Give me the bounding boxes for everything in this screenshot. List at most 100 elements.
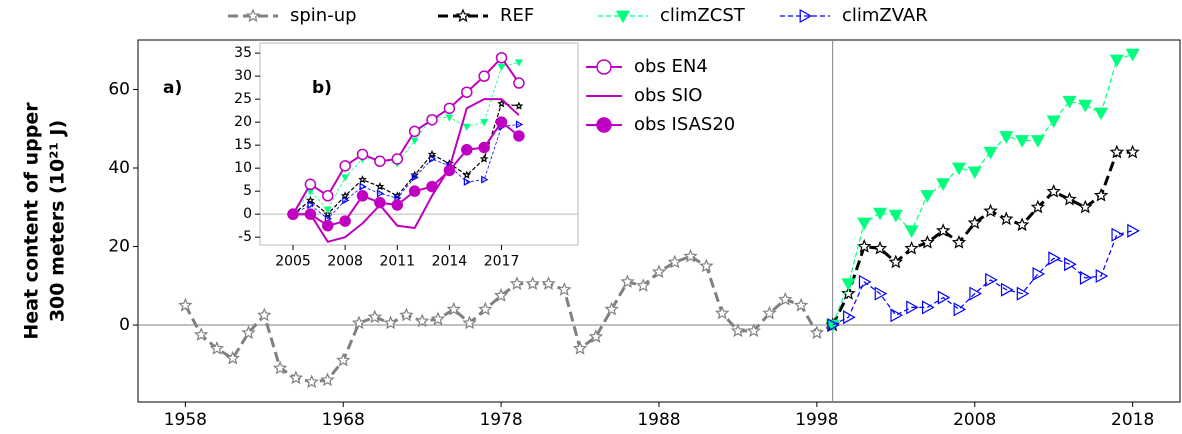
- marker: [936, 223, 951, 237]
- marker: [356, 190, 369, 202]
- marker: [888, 209, 903, 223]
- marker: [841, 278, 856, 292]
- marker: [906, 300, 919, 315]
- marker: [411, 173, 419, 182]
- marker: [340, 191, 350, 200]
- marker: [462, 123, 471, 131]
- marker: [320, 372, 335, 387]
- marker: [983, 203, 998, 218]
- panel-label: b): [312, 78, 332, 98]
- marker: [857, 238, 872, 253]
- marker: [1062, 95, 1077, 109]
- marker: [1111, 227, 1125, 242]
- marker: [374, 155, 386, 168]
- marker: [513, 77, 525, 89]
- marker: [1125, 144, 1140, 159]
- y-tick-label: 5: [243, 183, 252, 199]
- marker: [557, 282, 572, 296]
- marker: [257, 307, 272, 322]
- marker: [1078, 199, 1093, 214]
- marker: [937, 290, 951, 305]
- marker: [480, 119, 489, 127]
- marker: [1109, 54, 1124, 68]
- marker: [843, 310, 856, 325]
- legend-marker: [596, 59, 612, 75]
- legend-marker: [596, 117, 612, 133]
- marker: [699, 258, 714, 273]
- marker: [921, 300, 935, 315]
- marker: [985, 272, 998, 287]
- x-tick-label: 2017: [484, 253, 520, 269]
- marker: [391, 153, 404, 165]
- marker: [1078, 99, 1093, 113]
- marker: [872, 240, 888, 255]
- marker: [1030, 199, 1046, 214]
- marker: [399, 307, 414, 322]
- marker: [841, 285, 856, 300]
- y-tick-label: 30: [234, 68, 252, 84]
- marker: [322, 190, 334, 202]
- marker: [951, 235, 967, 249]
- marker: [304, 178, 317, 191]
- y-tick-label: 20: [234, 114, 252, 130]
- marker: [461, 144, 473, 156]
- marker: [351, 315, 367, 330]
- legend-marker: [245, 8, 261, 23]
- marker: [495, 116, 508, 128]
- series-line: [293, 98, 520, 243]
- y-tick-label: 15: [234, 137, 252, 153]
- x-tick-label: 1968: [322, 410, 365, 430]
- marker: [359, 182, 367, 191]
- marker: [1095, 268, 1109, 283]
- marker: [714, 305, 730, 320]
- marker: [953, 302, 967, 317]
- marker: [572, 341, 588, 355]
- marker: [920, 190, 935, 203]
- marker: [509, 276, 525, 290]
- marker: [430, 311, 446, 326]
- marker: [762, 305, 777, 320]
- marker: [967, 215, 983, 230]
- marker: [462, 170, 472, 179]
- marker: [890, 308, 904, 323]
- marker: [339, 160, 351, 172]
- legend-label: climZVAR: [842, 5, 928, 26]
- marker: [809, 325, 825, 340]
- legend-marker: [615, 10, 631, 24]
- legend-label: obs SIO: [634, 85, 702, 106]
- x-tick-label: 2011: [379, 253, 415, 269]
- marker: [999, 131, 1014, 144]
- marker: [514, 59, 523, 67]
- marker: [478, 301, 493, 316]
- y-tick-label: 25: [234, 91, 252, 107]
- y-tick-label: 0: [243, 206, 252, 222]
- marker: [1062, 191, 1077, 206]
- marker: [322, 219, 334, 232]
- marker: [341, 174, 350, 182]
- marker: [376, 189, 385, 198]
- marker: [1109, 144, 1125, 159]
- marker: [1127, 223, 1140, 238]
- y-tick-label: 35: [234, 45, 252, 61]
- marker: [342, 196, 350, 205]
- x-tick-label: 1988: [637, 410, 680, 430]
- marker: [479, 154, 489, 163]
- marker: [904, 225, 919, 239]
- y-tick-label: 40: [108, 158, 130, 178]
- marker: [497, 99, 506, 108]
- marker: [588, 329, 604, 344]
- marker: [241, 325, 256, 340]
- marker: [478, 70, 490, 82]
- panel-label: a): [163, 78, 182, 98]
- marker: [446, 301, 462, 316]
- marker: [304, 374, 319, 389]
- marker: [951, 162, 966, 176]
- marker: [307, 200, 315, 209]
- marker: [481, 175, 489, 184]
- marker: [408, 125, 421, 138]
- marker: [1093, 187, 1109, 202]
- marker: [920, 235, 935, 249]
- x-tick-label: 2018: [1111, 410, 1154, 430]
- x-tick-label: 2005: [275, 253, 311, 269]
- marker: [515, 120, 524, 129]
